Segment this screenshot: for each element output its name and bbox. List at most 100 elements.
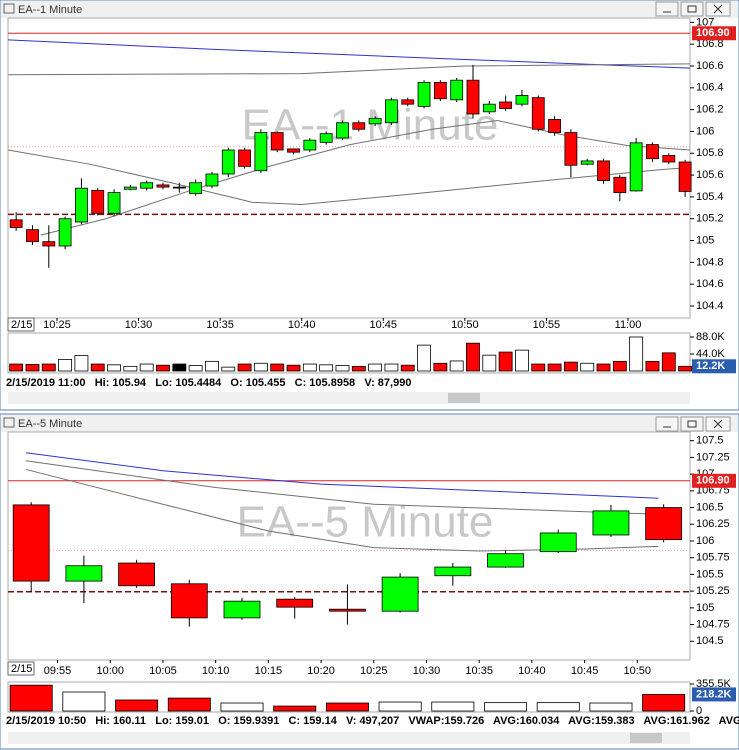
window-buttons[interactable] [655, 1, 731, 17]
volume-bar [531, 363, 546, 372]
candle-body [189, 182, 203, 195]
y-tick-label: 88.0K [696, 331, 725, 343]
indicator-line [25, 452, 659, 499]
candle-body [564, 132, 578, 166]
y-tick-label: 106.2 [696, 104, 724, 116]
candle-body [548, 119, 561, 133]
indicator-line [7, 149, 691, 206]
plot-frame [7, 431, 691, 661]
y-tick-label: 104.6 [696, 278, 724, 290]
volume-bar [139, 363, 154, 372]
volume-bar [237, 363, 252, 372]
price-tag [692, 473, 736, 488]
price-tag-label: 106.90 [696, 27, 730, 39]
maximize-button[interactable] [680, 416, 704, 432]
date-label: 2/15 [11, 663, 32, 675]
volume-bar [384, 363, 399, 372]
volume-bar [580, 362, 595, 372]
volume-bar [220, 702, 264, 712]
volume-bar [156, 364, 170, 372]
status-bar: 2/15/2019 10:50 Hi: 160.11 Lo: 159.01 O:… [6, 715, 739, 727]
y-tick-label: 107 [696, 16, 714, 28]
candle-body [26, 229, 39, 243]
x-tick-label: 11:00 [615, 319, 642, 331]
volume-bar [167, 697, 211, 712]
x-tick-label: 10:55 [533, 319, 561, 331]
volume-tag-label: 218.2K [696, 688, 732, 700]
x-tick-label: 10:40 [288, 319, 316, 331]
minimize-button[interactable] [655, 1, 679, 17]
volume-bar [74, 355, 89, 372]
watermark: EA--1 Minute [242, 101, 499, 150]
candle-body [368, 117, 382, 125]
candle-body [417, 81, 431, 107]
x-tick-label: 10:25 [43, 319, 71, 331]
volume-bar [563, 361, 578, 372]
volume-bar [58, 359, 73, 372]
date-box [7, 317, 35, 332]
candle-body [646, 144, 659, 160]
volume-bar [9, 684, 53, 712]
y-tick-label: 105.6 [696, 169, 724, 181]
icon [687, 5, 697, 13]
x-tick-label: 10:30 [413, 665, 441, 677]
candle-body [499, 101, 513, 109]
candle-body [401, 99, 415, 105]
y-tick-label: 355.5K [696, 678, 732, 690]
x-tick-label: 10:25 [360, 665, 388, 677]
candle-body [303, 139, 317, 151]
candle-body [42, 241, 56, 247]
scrollbar[interactable] [8, 732, 690, 744]
indicator-line [7, 39, 691, 69]
y-tick-label: 105 [696, 602, 714, 614]
y-tick-label: 104.8 [696, 256, 724, 268]
candle-body [254, 132, 268, 172]
candle-body [319, 133, 333, 143]
scrollbar[interactable] [8, 392, 690, 404]
x-tick-label: 10:30 [125, 319, 153, 331]
candle-body [433, 81, 447, 100]
volume-bar [270, 363, 285, 372]
y-tick-label: 106.5 [696, 501, 724, 513]
y-tick-label: 106.6 [696, 60, 724, 72]
y-tick-label: 107.25 [696, 451, 730, 463]
candle-body [172, 186, 186, 189]
candle-body [12, 504, 50, 582]
volume-bar [188, 365, 203, 372]
watermark: EA--5 Minute [237, 498, 494, 547]
candle-body [75, 187, 88, 223]
candle-body [450, 79, 464, 101]
candle-body [678, 161, 692, 192]
x-tick-label: 10:35 [206, 319, 234, 331]
candle-body [531, 97, 545, 130]
date-label: 2/15 [11, 319, 32, 331]
minimize-button[interactable] [655, 416, 679, 432]
volume-bar [642, 694, 686, 712]
maximize-button[interactable] [680, 1, 704, 17]
candle-body [140, 182, 154, 189]
volume-bar [90, 363, 105, 372]
candle-body [9, 219, 23, 228]
volume-bar [335, 365, 350, 372]
volume-bar [273, 705, 317, 712]
x-tick-label: 09:55 [44, 665, 72, 677]
icon [713, 419, 723, 429]
y-tick-label: 106.8 [696, 38, 724, 50]
volume-bar [9, 363, 24, 372]
x-tick-label: 10:00 [96, 665, 124, 677]
icon [687, 420, 697, 428]
window-title: EA--5 Minute [18, 418, 82, 430]
candle-body [238, 149, 251, 167]
scroll-thumb[interactable] [448, 393, 480, 403]
volume-bar [547, 363, 562, 372]
volume-bar [433, 362, 448, 372]
scroll-thumb[interactable] [630, 733, 662, 743]
candle-body [597, 160, 610, 181]
window-buttons[interactable] [655, 416, 731, 432]
volume-bar [645, 360, 660, 372]
candle-body [270, 132, 284, 151]
window-icon [3, 3, 15, 14]
window-icon [3, 417, 15, 428]
candle-body [336, 122, 349, 139]
